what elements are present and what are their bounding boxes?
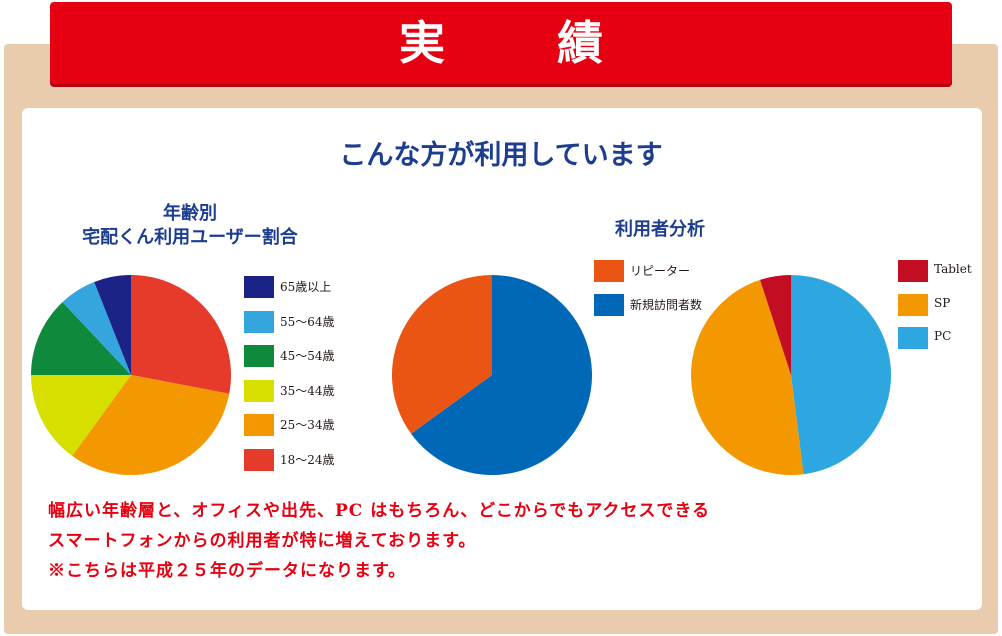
user-analysis-slice-0 (392, 275, 492, 434)
note-text: 幅広い年齢層と、オフィスや出先、PC はもちろん、どこからでもアクセスできる ス… (48, 496, 948, 586)
user-analysis-pie-chart (392, 275, 592, 475)
device-legend-label: PC (934, 329, 952, 343)
device-slice-0 (760, 275, 791, 375)
age-legend-swatch (244, 345, 274, 367)
title-banner: 実 績 (50, 2, 952, 84)
age-chart-title-line-1: 年齢別 (163, 203, 217, 224)
user-analysis-title-line-1: 利用者分析 (615, 219, 705, 240)
note-line-3: ※こちらは平成２５年のデータになります。 (48, 561, 407, 581)
device-legend-swatch (898, 327, 928, 349)
age-legend-swatch (244, 379, 274, 402)
age-legend-label: 35～44歳 (280, 383, 335, 398)
user-analysis-legend-swatch (594, 294, 624, 316)
device-legend-label: Tablet (934, 262, 972, 276)
age-legend-label: 45～54歳 (280, 349, 335, 363)
age-chart-title-line-2: 宅配くん利用ユーザー割合 (82, 227, 298, 248)
device-legend-label: SP (934, 295, 951, 310)
note-line-2: スマートフォンからの利用者が特に増えております。 (48, 531, 477, 551)
user-analysis-legend-label: 新規訪問者数 (630, 298, 703, 312)
age-legend-swatch (244, 276, 274, 298)
age-legend-swatch (244, 448, 274, 471)
section-subtitle: こんな方が利用しています (339, 140, 663, 171)
banner-title: 実 績 (398, 16, 651, 70)
user-analysis-slice-1 (411, 275, 592, 475)
age-chart-title: 年齢別 宅配くん利用ユーザー割合 (40, 202, 340, 250)
age-legend-label: 18～24歳 (280, 452, 335, 467)
age-slice-5 (131, 275, 232, 394)
device-legend-swatch (898, 293, 928, 316)
age-slice-2 (31, 302, 131, 375)
age-slice-4 (72, 375, 230, 475)
age-slice-0 (94, 275, 131, 375)
device-legend-swatch (898, 260, 928, 282)
user-analysis-title: 利用者分析 (560, 218, 760, 242)
age-legend-label: 65歳以上 (280, 280, 332, 294)
age-slice-3 (31, 375, 131, 456)
user-analysis-legend-swatch (594, 260, 624, 282)
note-line-1: 幅広い年齢層と、オフィスや出先、PC はもちろん、どこからでもアクセスできる (48, 501, 711, 521)
device-slice-2 (791, 275, 892, 475)
age-legend-swatch (244, 310, 274, 333)
age-slice-1 (62, 282, 131, 375)
device-pie-chart (690, 275, 892, 475)
age-legend-label: 55～64歳 (280, 314, 335, 329)
age-legend-swatch (244, 414, 274, 436)
age-pie-chart (31, 275, 232, 475)
age-legend-label: 25～34歳 (280, 418, 335, 432)
device-slice-1 (690, 279, 804, 475)
user-analysis-legend-label: リピーター (630, 264, 691, 278)
